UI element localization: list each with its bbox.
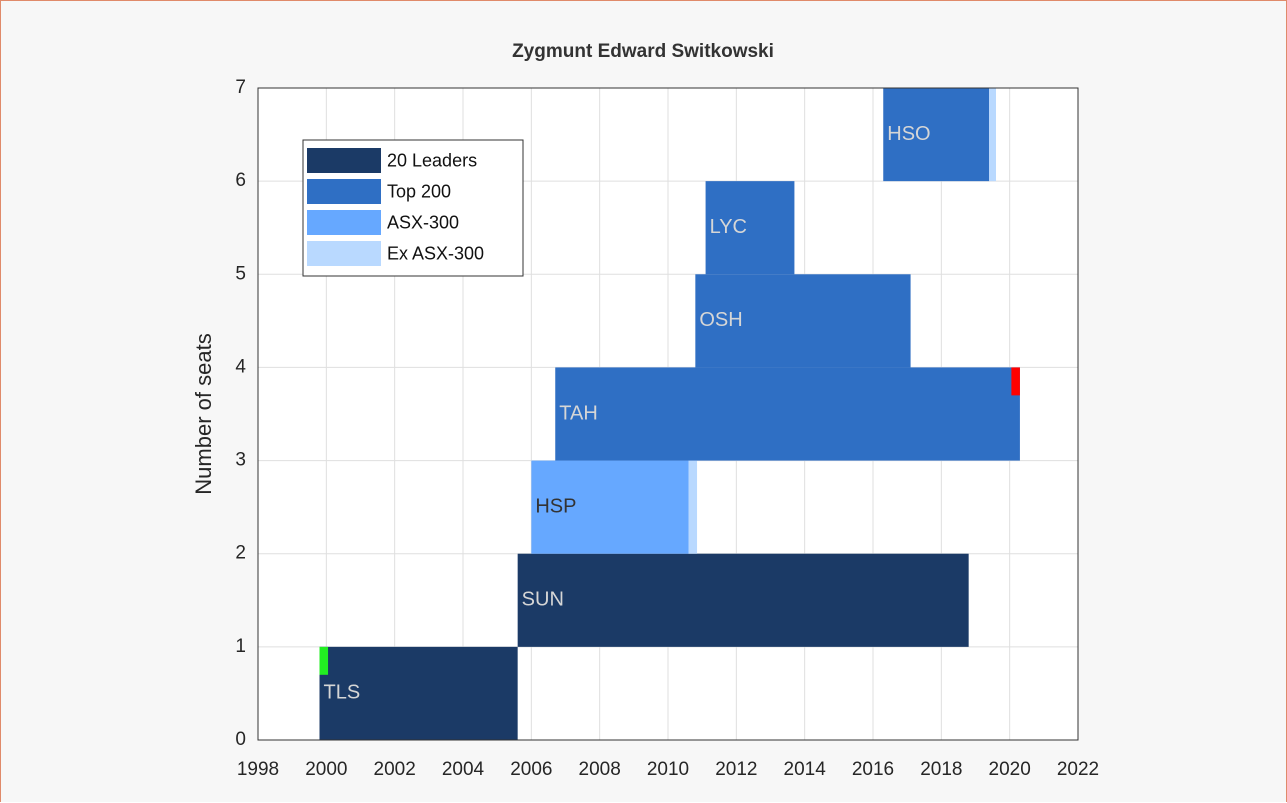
y-tick-label: 4 — [235, 356, 246, 377]
x-tick-label: 2020 — [989, 759, 1031, 780]
company-label: SUN — [522, 589, 564, 611]
company-label: LYC — [710, 216, 747, 238]
legend-swatch — [307, 179, 381, 204]
seat-bar — [695, 274, 911, 368]
x-tick-label: 2010 — [647, 759, 689, 780]
legend-swatch — [307, 210, 381, 235]
seat-bar — [555, 367, 1020, 461]
company-label: OSH — [699, 309, 742, 331]
y-tick-label: 6 — [235, 170, 246, 191]
legend-label: 20 Leaders — [387, 150, 477, 170]
legend-swatch — [307, 241, 381, 266]
legend-label: Top 200 — [387, 181, 451, 201]
y-tick-label: 2 — [235, 543, 246, 564]
legend-swatch — [307, 148, 381, 173]
y-tick-label: 1 — [235, 636, 246, 657]
event-marker — [1011, 367, 1020, 396]
seat-bar — [705, 181, 795, 275]
seat-bar — [531, 460, 689, 554]
x-tick-label: 2008 — [579, 759, 621, 780]
company-label: HSP — [535, 495, 576, 517]
legend-label: ASX-300 — [387, 212, 459, 232]
y-tick-label: 7 — [235, 77, 246, 98]
company-label: HSO — [887, 123, 930, 145]
x-tick-label: 2016 — [852, 759, 894, 780]
x-tick-label: 2000 — [305, 759, 347, 780]
y-axis-label: Number of seats — [191, 333, 216, 494]
x-tick-label: 1998 — [237, 759, 279, 780]
x-tick-label: 2004 — [442, 759, 485, 780]
event-marker — [319, 646, 329, 675]
x-tick-label: 2012 — [715, 759, 757, 780]
x-tick-label: 2002 — [374, 759, 416, 780]
seat-bar — [883, 88, 990, 182]
company-label: TLS — [324, 682, 361, 704]
y-tick-label: 3 — [235, 450, 246, 471]
chart-title: Zygmunt Edward Switkowski — [512, 41, 774, 62]
legend-label: Ex ASX-300 — [387, 243, 484, 263]
x-tick-label: 2018 — [920, 759, 962, 780]
plot-border — [257, 87, 1079, 741]
seat-bar — [319, 646, 518, 740]
y-tick-label: 5 — [235, 263, 246, 284]
x-tick-label: 2014 — [784, 759, 827, 780]
seat-bar — [517, 553, 969, 647]
seat-bar — [688, 460, 698, 554]
x-tick-label: 2022 — [1057, 759, 1099, 780]
company-label: TAH — [559, 402, 598, 424]
x-tick-label: 2006 — [510, 759, 552, 780]
seat-bar — [989, 88, 996, 182]
y-tick-label: 0 — [235, 729, 246, 750]
